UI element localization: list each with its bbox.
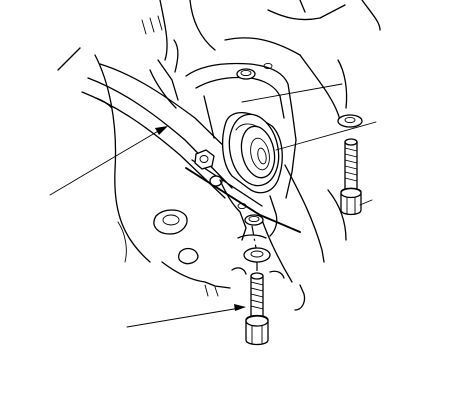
leader-mid-right (275, 121, 377, 151)
axis-lines (251, 225, 258, 272)
leader-lines (49, 83, 377, 328)
bolt-lower (245, 272, 269, 346)
bushing (221, 111, 283, 194)
leader-top-right (241, 83, 343, 103)
background-holes (153, 209, 285, 279)
bolt-right (340, 138, 362, 216)
leader-left-arrow (155, 126, 168, 135)
washer-lower (243, 247, 271, 263)
washer-right (337, 114, 363, 128)
leader-bottom-arrow (234, 304, 246, 311)
leader-left (49, 129, 161, 196)
leader-lower-right (359, 199, 373, 206)
mount-bracket (185, 62, 297, 241)
control-arm (81, 59, 301, 233)
chassis-outline (57, 0, 381, 311)
leader-bottom (126, 307, 241, 328)
